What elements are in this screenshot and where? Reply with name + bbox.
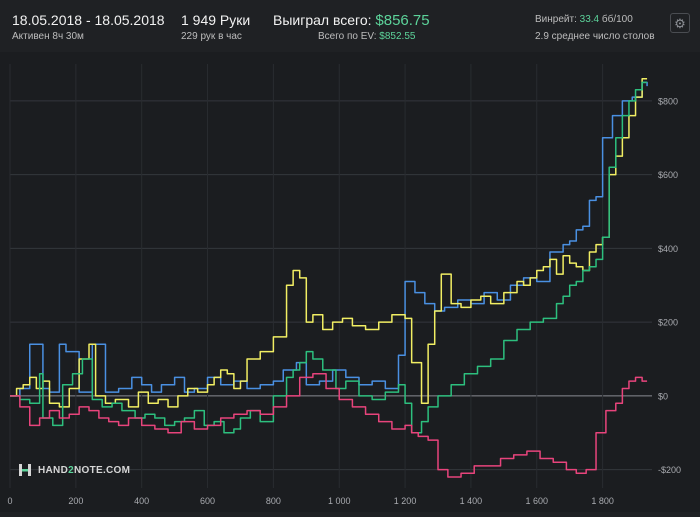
chart-svg: -$200 $0 $200 $400 $600 $800 0 200 400 600 800 1 00… xyxy=(7,64,681,506)
gear-icon[interactable]: ⚙ xyxy=(670,13,690,33)
won-total: Выиграл всего: $856.75 xyxy=(273,12,430,29)
y-tick-label: $800 xyxy=(658,96,678,106)
series-line-3 xyxy=(10,372,648,478)
series-line-2 xyxy=(10,81,648,434)
x-tick-label: 1 600 xyxy=(526,496,549,506)
won-label: Выиграл всего: xyxy=(273,12,372,28)
series-line-0 xyxy=(10,81,648,397)
y-tick-label: $0 xyxy=(658,391,668,401)
profit-chart: -$200 $0 $200 $400 $600 $800 0 200 400 600 800 1 00… xyxy=(0,52,700,512)
hands-per-hour: 229 рук в час xyxy=(181,31,242,42)
ev-value: $852.55 xyxy=(379,31,416,42)
ev-label: Всего по EV: xyxy=(318,31,377,42)
hands-count: 1 949 Руки xyxy=(181,12,251,28)
x-tick-label: 1 800 xyxy=(591,496,614,506)
x-tick-label: 800 xyxy=(266,496,281,506)
x-tick-label: 600 xyxy=(200,496,215,506)
x-tick-label: 1 000 xyxy=(328,496,351,506)
x-tick-label: 1 200 xyxy=(394,496,417,506)
series-layer xyxy=(10,77,648,478)
y-tick-label: $400 xyxy=(658,244,678,254)
date-range[interactable]: 18.05.2018 - 18.05.2018 xyxy=(12,12,165,28)
x-tick-label: 200 xyxy=(68,496,83,506)
won-value: $856.75 xyxy=(375,12,430,29)
logo-text: HAND2NOTE.COM xyxy=(38,464,131,476)
x-tick-label: 0 xyxy=(7,496,12,506)
hand2note-logo: HAND2NOTE.COM xyxy=(18,461,130,479)
tick-layer: -$200 $0 $200 $400 $600 $800 0 200 400 600 800 1 00… xyxy=(7,96,681,506)
winrate-unit: бб/100 xyxy=(601,14,633,25)
x-tick-label: 400 xyxy=(134,496,149,506)
y-tick-label: -$200 xyxy=(658,465,681,475)
avg-tables: 2.9 среднее число столов xyxy=(535,31,655,42)
hand2note-logo-icon xyxy=(19,464,31,476)
winrate-label: Винрейт: xyxy=(535,14,577,25)
winrate: Винрейт: 33.4 бб/100 xyxy=(535,14,633,25)
header: 18.05.2018 - 18.05.2018 Активен 8ч 30м 1… xyxy=(0,0,700,52)
ev-total: Всего по EV: $852.55 xyxy=(318,31,415,42)
y-tick-label: $600 xyxy=(658,170,678,180)
grid-layer xyxy=(9,64,652,488)
x-tick-label: 1 400 xyxy=(460,496,483,506)
active-time: Активен 8ч 30м xyxy=(12,31,84,42)
winrate-value: 33.4 xyxy=(579,14,600,25)
y-tick-label: $200 xyxy=(658,318,678,328)
